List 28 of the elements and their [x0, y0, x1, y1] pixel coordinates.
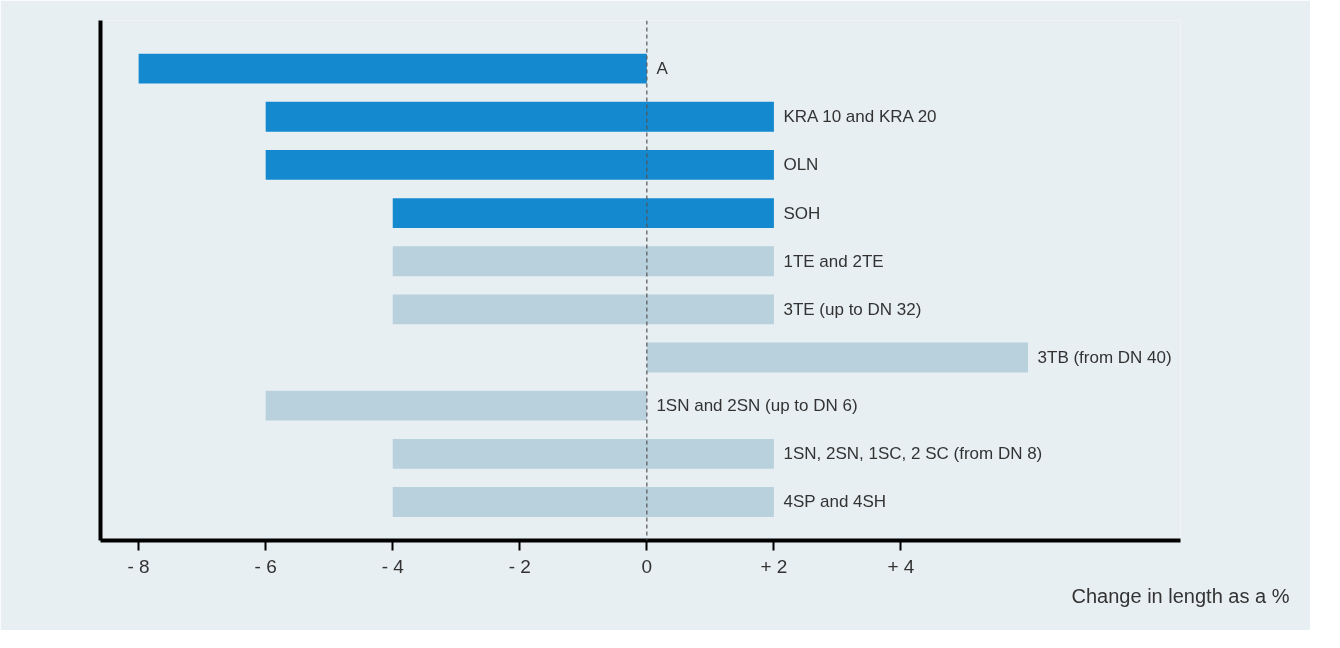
y-tick-label: SOH: [783, 203, 821, 223]
x-tick-label: + 4: [887, 555, 915, 577]
x-tick-label: - 4: [381, 555, 405, 577]
y-tick-label: 1SN and 2SN (up to DN 6): [656, 396, 858, 416]
bar: [392, 294, 774, 325]
bar: [265, 101, 774, 132]
bar: [265, 150, 774, 180]
y-tick-label: 1SN, 2SN, 1SC, 2 SC (from DN 8): [783, 444, 1043, 464]
y-tick-label: 1TE and 2TE: [783, 251, 884, 271]
y-tick-label: 3TE (up to DN 32): [783, 299, 922, 319]
bar: [392, 487, 774, 517]
x-axis-title: Change in length as a %: [1071, 584, 1290, 607]
y-tick-label: OLN: [783, 155, 819, 175]
y-tick-label: 3TB (from DN 40): [1037, 348, 1172, 368]
bar: [265, 390, 647, 421]
bar: [392, 246, 774, 277]
x-tick-label: - 2: [508, 555, 531, 577]
bar: [138, 53, 647, 84]
x-tick-label: 0: [641, 555, 653, 577]
bar: [392, 198, 774, 229]
x-tick-label: + 2: [760, 555, 788, 577]
bar: [392, 438, 774, 469]
x-tick-label: - 6: [254, 555, 277, 577]
y-tick-label: A: [656, 59, 669, 79]
x-tick-label: - 8: [127, 555, 150, 577]
y-tick-label: 4SP and 4SH: [783, 492, 887, 512]
bar: [646, 342, 1029, 373]
y-tick-label: KRA 10 and KRA 20: [783, 107, 937, 127]
